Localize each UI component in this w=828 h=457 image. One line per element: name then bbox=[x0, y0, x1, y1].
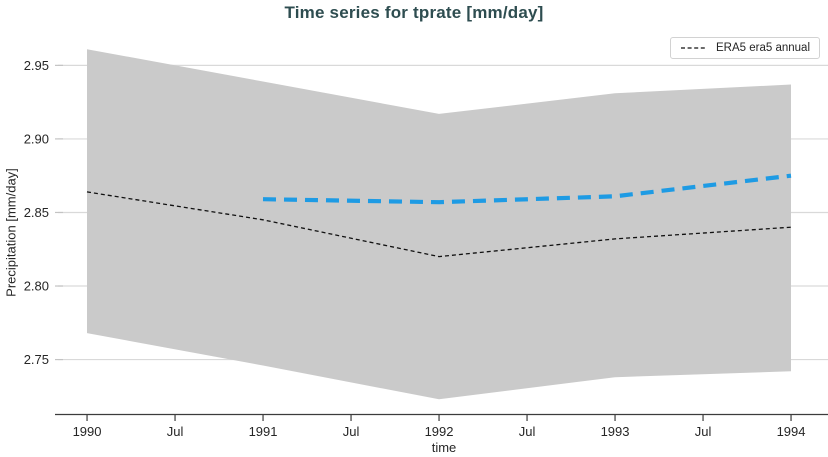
uncertainty-band bbox=[87, 49, 791, 400]
legend-dashed-line-icon bbox=[681, 47, 707, 49]
chart-title: Time series for tprate [mm/day] bbox=[284, 3, 544, 22]
x-tick-label-1990: 1990 bbox=[73, 424, 102, 439]
y-tick-label-2.90: 2.90 bbox=[24, 131, 49, 146]
x-tick-label-Jul: Jul bbox=[519, 424, 536, 439]
x-axis-label: time bbox=[431, 440, 457, 455]
series-era5-era5-annual bbox=[86, 191, 792, 258]
series-blue-dashed-forecast bbox=[262, 173, 792, 205]
y-tick-label-2.75: 2.75 bbox=[24, 352, 49, 367]
x-tick-label-1992: 1992 bbox=[425, 424, 454, 439]
x-tick-label-1993: 1993 bbox=[601, 424, 630, 439]
y-tick-label-2.80: 2.80 bbox=[24, 279, 49, 294]
x-tick-label-1991: 1991 bbox=[249, 424, 278, 439]
x-tick-label-Jul: Jul bbox=[695, 424, 712, 439]
y-tick-label-2.95: 2.95 bbox=[24, 58, 49, 73]
y-axis-label: Precipitation [mm/day] bbox=[3, 168, 19, 297]
x-tick-label-Jul: Jul bbox=[167, 424, 184, 439]
y-tick-label-2.85: 2.85 bbox=[24, 205, 49, 220]
legend-label: ERA5 era5 annual bbox=[716, 42, 810, 54]
legend: ERA5 era5 annual bbox=[670, 37, 820, 59]
x-tick-label-1994: 1994 bbox=[777, 424, 806, 439]
x-tick-label-Jul: Jul bbox=[343, 424, 360, 439]
